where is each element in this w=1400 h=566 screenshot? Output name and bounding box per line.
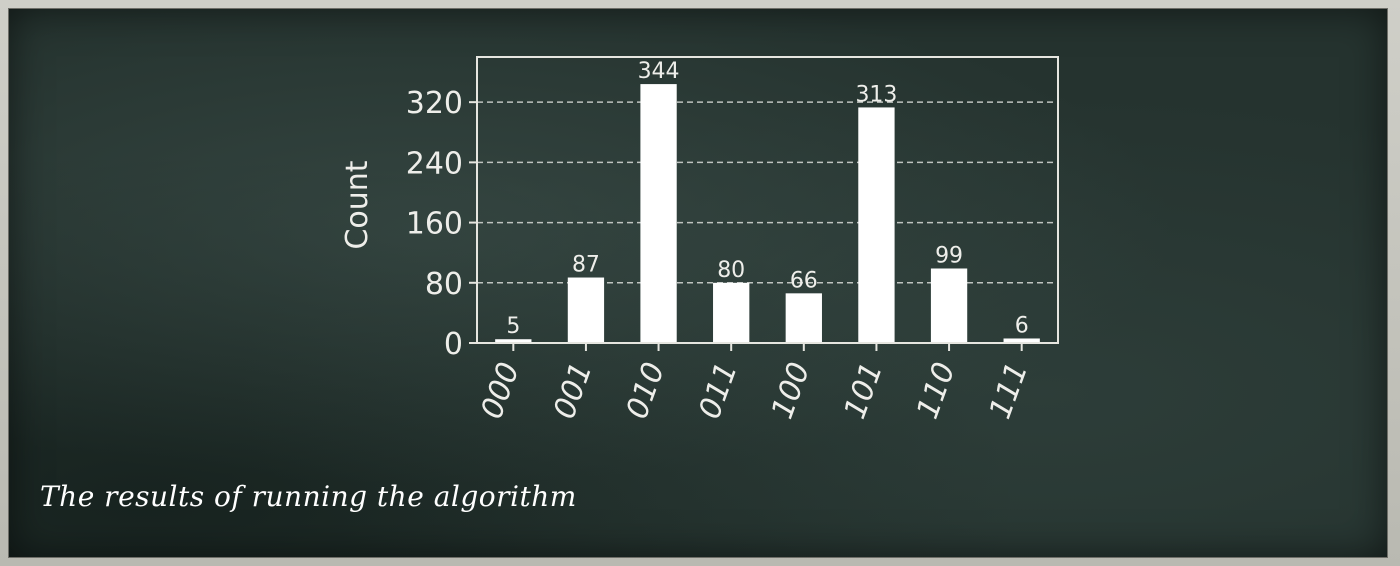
x-axis-ticks: 000 001 010 011 100 101 110 111 (474, 343, 1035, 424)
grid-lines (477, 101, 1058, 284)
data-label-100: 66 (790, 268, 818, 293)
y-axis-ticks: 0 80 160 240 320 (406, 86, 477, 362)
x-tick-label: 001 (547, 358, 599, 424)
bar-000 (495, 339, 532, 343)
y-tick-label: 80 (425, 267, 463, 302)
bar-100 (785, 293, 822, 343)
x-tick-label: 010 (620, 358, 672, 424)
data-label-010: 344 (638, 59, 680, 84)
x-tick-label: 100 (765, 358, 817, 424)
data-label-011: 80 (717, 258, 745, 283)
bars (495, 84, 1040, 344)
bar-101 (858, 107, 895, 343)
data-labels: 5 87 344 80 66 313 99 6 (506, 59, 1028, 339)
bar-111 (1003, 338, 1040, 343)
y-tick-label: 0 (444, 327, 463, 362)
bar-011 (713, 282, 750, 343)
bar-010 (640, 84, 677, 344)
y-axis-label: Count (340, 160, 375, 249)
x-tick-label: 111 (983, 358, 1035, 424)
x-tick-label: 101 (837, 358, 889, 424)
y-tick-label: 160 (406, 207, 463, 242)
data-label-111: 6 (1015, 313, 1029, 338)
data-label-110: 99 (935, 243, 963, 268)
y-tick-label: 320 (406, 86, 463, 121)
bar-001 (567, 277, 605, 343)
bar-110 (930, 268, 968, 343)
x-tick-label: 011 (692, 358, 744, 424)
x-tick-label: 110 (910, 358, 962, 424)
data-label-101: 313 (855, 82, 897, 107)
data-label-001: 87 (572, 253, 600, 278)
y-tick-label: 240 (406, 146, 463, 181)
x-tick-label: 000 (474, 358, 526, 424)
data-label-000: 5 (506, 314, 520, 339)
caption: The results of running the algorithm (40, 480, 577, 513)
plot-frame (476, 56, 1059, 344)
